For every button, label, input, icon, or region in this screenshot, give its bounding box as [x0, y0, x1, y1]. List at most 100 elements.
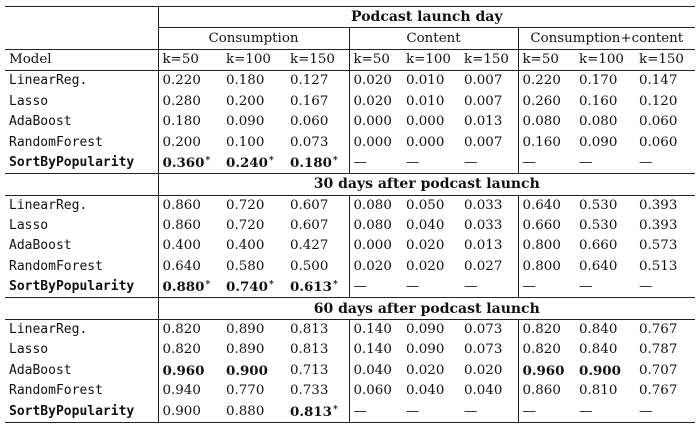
metric-value: 0.787	[639, 342, 678, 358]
metric-value: 0.033	[464, 197, 503, 213]
metric-value: 0.090	[226, 114, 265, 130]
metric-cell: 0.040	[349, 361, 402, 381]
metric-value: 0.080	[353, 197, 392, 213]
metric-value: 0.890	[226, 342, 265, 358]
metric-cell: —	[635, 401, 696, 423]
metric-cell: 0.720	[222, 195, 286, 216]
metric-cell: —	[635, 153, 695, 174]
metric-cell: 0.000	[349, 132, 402, 152]
results-table-body: Podcast launch day Consumption Content C…	[5, 5, 696, 423]
table-row: RandomForest 0.200 0.100 0.073 0.000 0.000 0.0…	[5, 132, 695, 153]
metric-cell: 0.167	[286, 91, 350, 112]
metric-value: 0.820	[522, 322, 561, 338]
metric-cell: 0.940	[158, 381, 222, 401]
model-name: RandomForest	[5, 132, 159, 153]
metric-value: —	[579, 279, 593, 295]
metric-value: 0.147	[639, 73, 678, 89]
metric-cell: —	[402, 401, 460, 423]
metric-value: 0.073	[290, 134, 329, 150]
metric-cell: 0.170	[575, 71, 635, 92]
metric-cell: —	[635, 277, 695, 298]
metric-cell: 0.500	[286, 256, 350, 278]
k-header: k=100	[222, 49, 286, 72]
metric-value: —	[406, 154, 420, 170]
metric-cell: 0.900	[222, 361, 286, 381]
metric-value: 0.960	[162, 362, 205, 379]
metric-cell: 0.733	[286, 381, 350, 402]
significance-marker: *	[268, 280, 274, 291]
metric-value: 0.060	[353, 383, 392, 399]
model-name: AdaBoost	[5, 236, 159, 257]
metric-cell: 0.180	[222, 71, 286, 92]
metric-value: 0.007	[464, 73, 503, 89]
metric-cell: 0.800	[518, 257, 575, 277]
metric-value: 0.020	[406, 258, 445, 274]
metric-cell: 0.090	[222, 112, 286, 132]
metric-value: 0.000	[353, 114, 392, 130]
metric-cell: 0.820	[518, 319, 575, 340]
section-title-row: 30 days after podcast launch	[5, 173, 696, 196]
metric-cell: —	[349, 153, 402, 174]
metric-value: 0.080	[353, 218, 392, 234]
metric-cell: 0.900	[575, 361, 635, 381]
metric-value: 0.180	[226, 73, 265, 89]
metric-value: 0.360	[162, 154, 205, 171]
metric-value: 0.050	[406, 197, 445, 213]
metric-cell: 0.060	[635, 112, 695, 132]
metric-cell: 0.840	[575, 340, 635, 360]
metric-cell: 0.060	[349, 381, 402, 401]
metric-value: 0.033	[464, 218, 503, 234]
metric-cell: —	[518, 401, 575, 423]
metric-value: 0.607	[290, 197, 329, 213]
metric-cell: 0.640	[158, 257, 222, 277]
metric-value: 0.073	[464, 322, 503, 338]
metric-value: —	[353, 154, 367, 170]
metric-cell: 0.020	[402, 236, 460, 256]
metric-cell: 0.767	[635, 319, 695, 340]
metric-value: 0.040	[406, 218, 445, 234]
metric-cell: 0.020	[402, 361, 460, 381]
metric-value: 0.860	[162, 218, 201, 234]
metric-value: 0.020	[353, 93, 392, 109]
metric-cell: 0.860	[158, 216, 222, 236]
model-name: AdaBoost	[5, 360, 159, 382]
metric-value: 0.573	[639, 238, 678, 254]
metric-cell: 0.027	[460, 256, 519, 278]
metric-value: 0.260	[522, 93, 561, 109]
metric-value: 0.013	[464, 238, 503, 254]
model-name: Lasso	[5, 91, 159, 112]
metric-cell: 0.160	[518, 132, 575, 152]
metric-value: 0.500	[290, 258, 329, 274]
empty-cell	[5, 5, 159, 28]
results-table-container: Podcast launch day Consumption Content C…	[5, 5, 696, 423]
metric-value: 0.880	[162, 279, 205, 296]
metric-cell: 0.360*	[158, 153, 222, 174]
metric-value: 0.200	[226, 93, 265, 109]
metric-cell: 0.260	[518, 92, 575, 112]
metric-value: 0.427	[290, 238, 329, 254]
metric-cell: 0.660	[575, 236, 635, 256]
metric-cell: —	[575, 277, 635, 298]
metric-value: 0.820	[522, 342, 561, 358]
metric-cell: 0.033	[460, 195, 519, 216]
metric-cell: 0.530	[575, 216, 635, 236]
metric-value: —	[406, 403, 420, 419]
metric-value: 0.170	[579, 73, 618, 89]
metric-cell: 0.040	[402, 381, 460, 401]
metric-value: 0.027	[464, 258, 503, 274]
metric-value: —	[353, 403, 367, 419]
metric-cell: 0.280	[158, 92, 222, 112]
metric-cell: 0.900	[158, 401, 222, 423]
metric-cell: 0.707	[635, 361, 695, 381]
metric-value: 0.660	[579, 238, 618, 254]
metric-value: —	[406, 279, 420, 295]
metric-cell: 0.393	[635, 216, 695, 236]
k-header: k=150	[286, 49, 350, 72]
metric-value: 0.090	[406, 322, 445, 338]
metric-cell: 0.060	[635, 132, 695, 152]
metric-value: —	[639, 403, 653, 419]
metric-cell: —	[518, 277, 575, 298]
metric-cell: 0.580	[222, 257, 286, 277]
metric-cell: 0.060	[286, 111, 350, 133]
metric-cell: 0.740*	[222, 277, 286, 298]
